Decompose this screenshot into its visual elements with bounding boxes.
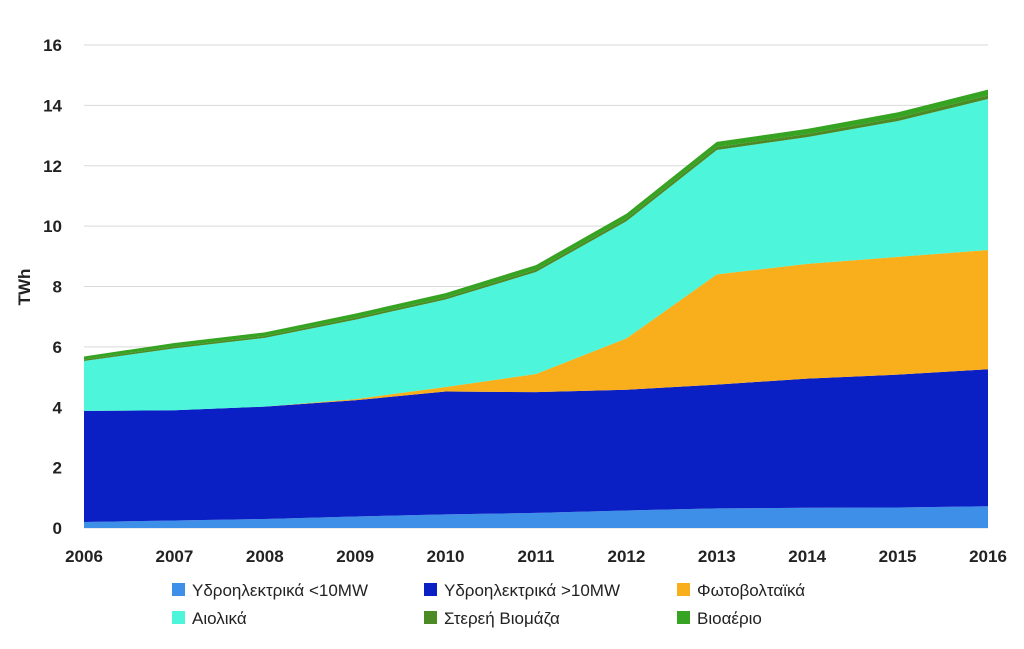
area-series-1: [84, 506, 988, 528]
area-series-3: [84, 249, 988, 411]
area-series-2: [84, 369, 988, 522]
legend: Υδροηλεκτρικά <10MW Υδροηλεκτρικά >10MW Φω…: [172, 581, 805, 628]
x-tick-label: 2012: [607, 547, 645, 566]
x-tick-label: 2010: [427, 547, 465, 566]
area-series-6: [84, 89, 988, 360]
legend-item: Στερεή Βιομάζα: [424, 609, 560, 628]
y-tick-label: 16: [43, 36, 62, 55]
legend-label: Φωτοβολταϊκά: [697, 581, 805, 600]
y-tick-label: 6: [53, 338, 62, 357]
x-tick-label: 2009: [336, 547, 374, 566]
y-axis-ticks: 0 2 4 6 8 10 12 14 16: [43, 36, 62, 538]
x-tick-label: 2008: [246, 547, 284, 566]
legend-item: Αιολικά: [172, 609, 247, 628]
legend-label: Στερεή Βιομάζα: [444, 609, 560, 628]
y-tick-label: 0: [53, 519, 62, 538]
y-tick-label: 14: [43, 96, 62, 115]
legend-label: Αιολικά: [192, 609, 247, 628]
legend-label: Υδροηλεκτρικά <10MW: [192, 581, 368, 600]
y-tick-label: 12: [43, 157, 62, 176]
area-series: [84, 89, 988, 528]
x-axis-ticks: 2006 2007 2008 2009 2010 2011 2012 2013 2014 2015…: [65, 547, 1007, 566]
legend-item: Φωτοβολταϊκά: [677, 581, 805, 600]
x-tick-label: 2006: [65, 547, 103, 566]
x-tick-label: 2014: [788, 547, 826, 566]
legend-swatch: [677, 583, 690, 596]
x-tick-label: 2007: [155, 547, 193, 566]
y-tick-label: 8: [53, 278, 62, 297]
legend-item: Υδροηλεκτρικά <10MW: [172, 581, 368, 600]
x-tick-label: 2011: [518, 547, 555, 566]
y-tick-label: 4: [53, 398, 63, 417]
x-tick-label: 2016: [969, 547, 1007, 566]
y-axis-title: TWh: [15, 269, 34, 306]
legend-swatch: [424, 611, 437, 624]
y-tick-label: 2: [53, 459, 62, 478]
area-series-4: [84, 99, 988, 411]
legend-label: Βιοαέριο: [697, 609, 762, 628]
y-tick-label: 10: [43, 217, 62, 236]
legend-swatch: [677, 611, 690, 624]
legend-item: Υδροηλεκτρικά >10MW: [424, 581, 620, 600]
legend-swatch: [172, 583, 185, 596]
legend-swatch: [172, 611, 185, 624]
x-tick-label: 2015: [879, 547, 917, 566]
legend-swatch: [424, 583, 437, 596]
x-tick-label: 2013: [698, 547, 736, 566]
legend-label: Υδροηλεκτρικά >10MW: [444, 581, 620, 600]
legend-item: Βιοαέριο: [677, 609, 762, 628]
